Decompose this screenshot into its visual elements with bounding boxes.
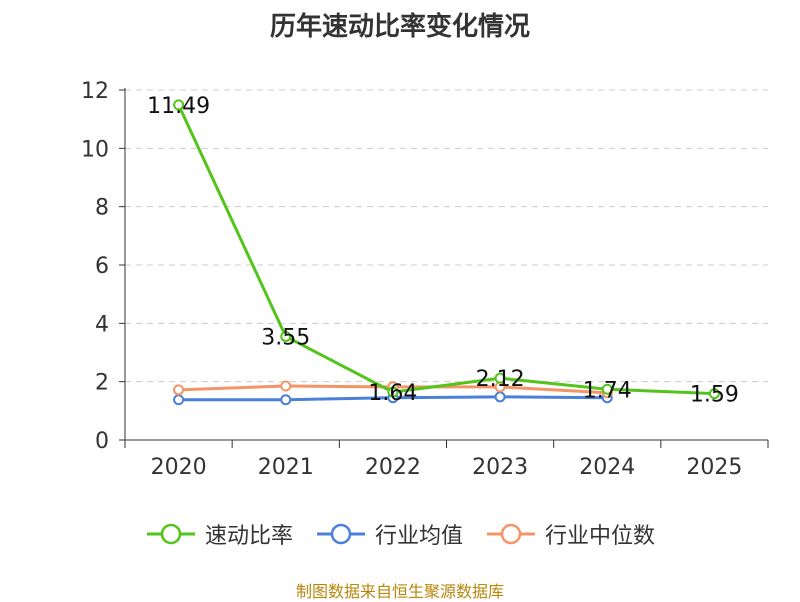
- data-point: [494, 372, 506, 384]
- x-tick-label: 2023: [472, 455, 528, 480]
- legend-item[interactable]: 行业中位数: [485, 518, 655, 550]
- legend-label: 行业中位数: [545, 524, 656, 549]
- data-point: [173, 394, 185, 406]
- chart-title: 历年速动比率变化情况: [269, 12, 530, 42]
- data-label: 3.55: [261, 325, 310, 350]
- data-point: [173, 384, 185, 396]
- y-tick-label: 8: [95, 196, 109, 221]
- legend-item[interactable]: 行业均值: [315, 518, 463, 550]
- x-tick-label: 2025: [686, 455, 742, 480]
- y-tick-label: 6: [95, 254, 109, 279]
- legend-label: 行业均值: [374, 524, 463, 549]
- y-tick-label: 12: [81, 79, 109, 104]
- y-tick-label: 0: [95, 429, 109, 454]
- data-point: [280, 380, 292, 392]
- series-line: [177, 104, 715, 396]
- y-tick-label: 4: [95, 312, 109, 337]
- data-point: [173, 99, 185, 111]
- x-tick-label: 2020: [151, 455, 207, 480]
- legend-swatch-icon: [146, 523, 195, 545]
- x-tick-label: 2022: [365, 455, 421, 480]
- y-tick-label: 10: [81, 137, 109, 162]
- legend: 速动比率 行业均值 行业中位数: [0, 518, 800, 550]
- source-note: 制图数据来自恒生聚源数据库: [295, 582, 504, 601]
- legend-swatch-icon: [487, 523, 535, 545]
- data-point: [494, 391, 506, 403]
- legend-item[interactable]: 速动比率: [145, 518, 293, 550]
- data-label: 11.49: [147, 94, 210, 119]
- data-label: 1.74: [583, 378, 632, 403]
- x-tick-label: 2021: [258, 455, 314, 480]
- data-label: 2.12: [476, 367, 525, 392]
- data-point: [387, 386, 399, 398]
- x-tick-label: 2024: [579, 455, 635, 480]
- legend-swatch-icon: [316, 523, 365, 545]
- data-point: [601, 383, 613, 395]
- data-point: [280, 330, 292, 342]
- data-point: [280, 394, 292, 406]
- data-label: 1.64: [368, 381, 417, 406]
- data-label: 1.59: [690, 383, 739, 408]
- legend-label: 速动比率: [204, 524, 293, 549]
- data-point: [708, 388, 720, 400]
- y-tick-label: 2: [95, 371, 109, 396]
